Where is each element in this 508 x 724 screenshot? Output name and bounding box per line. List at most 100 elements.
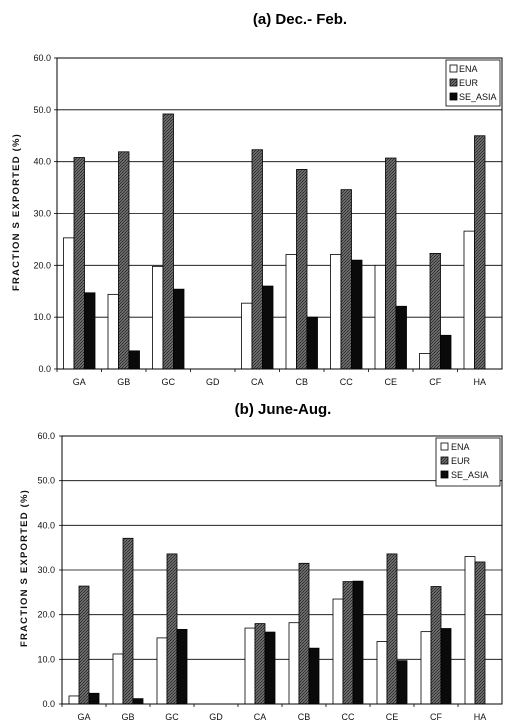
panel-a-y-axis-label: FRACTION S EXPORTED (%) (11, 133, 22, 291)
panel-b-x-tick-label: CC (342, 712, 355, 722)
panel-a-x-tick-label: CC (340, 377, 353, 387)
panel-a-bar-ena-ga (63, 237, 75, 370)
chart-panel-b: (b) June-Aug. FRACTION S EXPORTED (%) 0.… (19, 401, 503, 722)
chart-panel-a: (a) Dec.- Feb. FRACTION S EXPORTED (%) 0… (11, 11, 503, 387)
panel-a-bar-eur-cf (429, 253, 441, 370)
panel-b-x-tick-label: GA (77, 712, 90, 722)
panel-a-legend-swatch-eur (449, 78, 458, 87)
panel-b-bars (68, 537, 486, 705)
panel-a-bar-ena-cf (419, 353, 431, 370)
panel-a-y-tick-label: 30.0 (33, 209, 51, 219)
panel-b-x-tick-label: CA (254, 712, 267, 722)
panel-a-y-ticks: 0.0 10.0 20.0 30.0 40.0 50.0 60.0 (33, 53, 57, 374)
panel-b-bar-se-asia-ca (264, 631, 276, 705)
panel-a-title: (a) Dec.- Feb. (253, 11, 347, 28)
panel-a-bar-eur-cc (340, 189, 352, 370)
panel-b-x-tick-label: CE (386, 712, 399, 722)
panel-b-bar-ena-gb (112, 653, 124, 705)
panel-a-legend: ENA EUR SE_ASIA (445, 59, 501, 107)
panel-b-legend-label-ena: ENA (451, 442, 470, 452)
panel-a-y-tick-label: 0.0 (38, 364, 51, 374)
panel-b-bar-ena-gc (156, 637, 168, 705)
panel-b-bar-eur-gc (166, 553, 178, 705)
panel-a-bar-eur-ha (474, 135, 486, 370)
panel-a-bar-ena-ha (463, 230, 475, 370)
panel-b-y-tick-label: 30.0 (37, 565, 55, 575)
panel-b-y-tick-label: 40.0 (37, 520, 55, 530)
panel-b-bar-ena-cf (420, 631, 432, 705)
panel-b-bar-eur-ca (254, 623, 266, 705)
panel-a-bar-ena-ce (374, 264, 386, 370)
panel-b-bar-se-asia-gc (176, 629, 188, 705)
panel-a-legend-swatch-ena (449, 64, 458, 73)
panel-b-bar-se-asia-cb (308, 647, 320, 705)
panel-b-bar-se-asia-cf (440, 628, 452, 705)
panel-a-bar-eur-gc (162, 113, 174, 370)
panel-a-legend-label-se-asia: SE_ASIA (459, 92, 497, 102)
panel-b-bar-eur-cf (430, 586, 442, 705)
panel-a-bar-eur-ce (385, 157, 397, 370)
panel-b-bar-eur-cb (298, 562, 310, 705)
panel-b-legend-label-se-asia: SE_ASIA (451, 470, 489, 480)
panel-a-bar-ena-gb (107, 293, 119, 370)
panel-b-bar-eur-ha (474, 561, 486, 705)
panel-a-x-tick-label: GA (73, 377, 86, 387)
panel-b-x-tick-label: GC (165, 712, 179, 722)
panel-b-bar-eur-ce (386, 553, 398, 705)
panel-a-bar-se-asia-ca (262, 285, 274, 370)
panel-a-y-tick-label: 10.0 (33, 312, 51, 322)
panel-a-x-tick-label: CF (429, 377, 441, 387)
panel-a-x-ticks: GA GB GC GD CA CB CC CE CF HA (56, 369, 486, 387)
panel-a-bar-se-asia-ce (395, 305, 407, 370)
panel-a-bar-ena-cc (330, 254, 342, 370)
panel-b-bar-eur-ga (78, 585, 90, 705)
panel-a-x-tick-label: CE (384, 377, 397, 387)
panel-b-y-tick-label: 10.0 (37, 654, 55, 664)
panel-b-bar-eur-cc (342, 581, 354, 705)
panel-b-x-tick-label: CF (430, 712, 442, 722)
panel-b-y-axis-label: FRACTION S EXPORTED (%) (19, 489, 30, 647)
panel-b-bar-ena-ha (464, 556, 476, 705)
panel-a-bar-se-asia-gb (128, 350, 140, 370)
panel-b-legend-swatch-se-asia (440, 470, 449, 479)
panel-b-bar-eur-gb (122, 537, 134, 705)
panel-b-bar-se-asia-gb (132, 698, 144, 705)
panel-b-bar-ena-cb (288, 622, 300, 705)
panel-b-bar-ena-cc (332, 598, 344, 705)
panel-a-bar-se-asia-gc (173, 288, 185, 370)
panel-b-plot-frame (61, 435, 503, 705)
panel-b-y-tick-label: 0.0 (42, 699, 55, 709)
panel-b-bar-ena-ca (244, 627, 256, 705)
panel-a-bar-se-asia-cc (351, 259, 363, 370)
panel-a-legend-label-eur: EUR (459, 78, 479, 88)
panel-a-x-tick-label: CB (295, 377, 308, 387)
panel-b-title: (b) June-Aug. (235, 401, 332, 418)
panel-a-bars (63, 113, 486, 370)
panel-b-x-tick-label: CB (298, 712, 311, 722)
panel-b-bar-se-asia-ce (396, 660, 408, 705)
panel-a-bar-se-asia-ga (84, 292, 96, 370)
panel-b-bar-se-asia-ga (88, 692, 100, 705)
panel-b-bar-ena-ce (376, 641, 388, 705)
panel-b-x-ticks: GA GB GC GD CA CB CC CE CF HA (61, 704, 487, 722)
panel-a-bar-eur-gb (118, 151, 130, 370)
panel-a-x-tick-label: GB (117, 377, 130, 387)
panel-a-bar-se-asia-cf (440, 334, 452, 370)
panel-b-bar-se-asia-cc (352, 580, 364, 705)
panel-a-bar-ena-gc (152, 265, 164, 370)
panel-a-bar-eur-ca (251, 149, 263, 370)
panel-a-x-tick-label: GC (162, 377, 176, 387)
panel-a-y-tick-label: 60.0 (33, 53, 51, 63)
panel-a-bar-ena-cb (285, 254, 297, 370)
panel-a-y-tick-label: 20.0 (33, 260, 51, 270)
panel-b-y-tick-label: 50.0 (37, 476, 55, 486)
panel-b-y-ticks: 0.0 10.0 20.0 30.0 40.0 50.0 60.0 (37, 431, 62, 709)
panel-a-x-tick-label: GD (206, 377, 220, 387)
panel-a-bar-ena-ca (241, 302, 253, 370)
panel-b-y-tick-label: 20.0 (37, 610, 55, 620)
panel-b-x-tick-label: HA (474, 712, 487, 722)
panel-b-x-tick-label: GB (121, 712, 134, 722)
panel-a-x-tick-label: CA (251, 377, 264, 387)
panel-a-legend-swatch-se-asia (449, 92, 458, 101)
